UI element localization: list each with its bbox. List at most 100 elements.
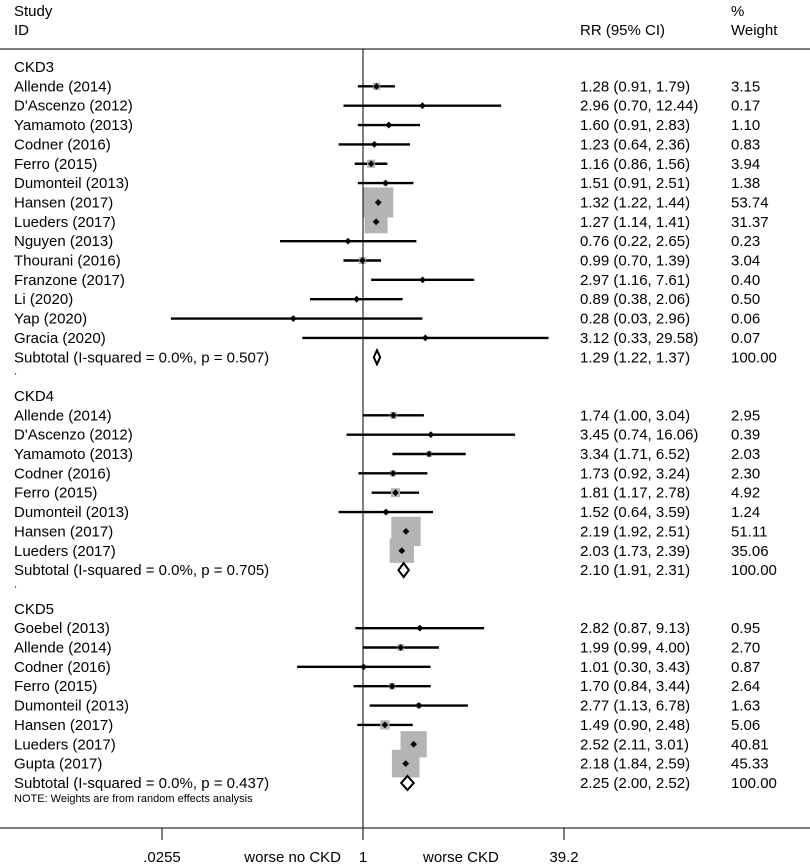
header-percent: % (731, 3, 744, 20)
point-estimate (397, 644, 405, 651)
weight-text: 5.06 (731, 717, 760, 734)
point-estimate (373, 82, 380, 90)
study-label: Goebel (2013) (14, 620, 110, 637)
study-label: Ferro (2015) (14, 485, 97, 502)
ci-text: 0.89 (0.38, 2.06) (580, 291, 690, 308)
weight-text: 3.04 (731, 253, 760, 270)
weight-text: 1.38 (731, 175, 760, 192)
ci-text: 1.23 (0.64, 2.36) (580, 136, 690, 153)
ci-text: 2.19 (1.92, 2.51) (580, 523, 690, 540)
weight-text: 0.40 (731, 272, 760, 289)
study-label: Codner (2016) (14, 465, 111, 482)
note-text: NOTE: Weights are from random effects an… (14, 793, 253, 805)
x-tick-label: .0255 (143, 849, 181, 866)
study-label: Dumonteil (2013) (14, 698, 129, 715)
study-label: Allende (2014) (14, 78, 112, 95)
point-estimate (415, 702, 423, 709)
point-estimate (382, 508, 390, 516)
point-estimate (289, 315, 297, 322)
group-heading: CKD4 (14, 388, 54, 405)
weight-text: 4.92 (731, 485, 760, 502)
header-study: Study (14, 3, 53, 20)
point-estimate (370, 141, 378, 148)
rows: CKD3 Allende (2014) 1.28 (0.91, 1.79) 3.15 D… (14, 59, 777, 792)
study-label: Hansen (2017) (14, 523, 113, 540)
weight-text: 0.50 (731, 291, 760, 308)
x-axis: .0255 1 39.2 worse no CKD worse CKD (143, 49, 579, 866)
point-estimate (388, 682, 396, 690)
weight-text: 31.37 (731, 214, 769, 231)
weight-text: 2.70 (731, 640, 760, 657)
study-label: Ferro (2015) (14, 678, 97, 695)
ci-text: 1.01 (0.30, 3.43) (580, 659, 690, 676)
right-direction-label: worse CKD (422, 849, 499, 866)
ci-text: 1.49 (0.90, 2.48) (580, 717, 690, 734)
study-label: Dumonteil (2013) (14, 504, 129, 521)
weight-text: 45.33 (731, 756, 769, 773)
weight-text: 0.07 (731, 330, 760, 347)
ci-text: 2.77 (1.13, 6.78) (580, 698, 690, 715)
ci-text: 2.97 (1.16, 7.61) (580, 272, 690, 289)
point-estimate (402, 528, 410, 535)
weight-text: 0.39 (731, 427, 760, 444)
point-estimate (421, 334, 429, 342)
point-estimate (392, 489, 399, 497)
point-estimate (344, 237, 352, 245)
weight-text: 3.94 (731, 156, 760, 173)
ci-text: 2.52 (2.11, 3.01) (580, 736, 689, 753)
point-estimate (389, 411, 397, 419)
ci-text: 1.81 (1.17, 2.78) (580, 485, 690, 502)
weight-text: 100.00 (731, 775, 777, 792)
subtotal-label: Subtotal (I-squared = 0.0%, p = 0.507) (14, 349, 269, 366)
subtotal-label: Subtotal (I-squared = 0.0%, p = 0.705) (14, 562, 269, 579)
weight-text: 100.00 (731, 562, 777, 579)
subtotal-diamond (399, 774, 416, 792)
point-estimate (360, 663, 367, 671)
weight-text: 2.95 (731, 407, 760, 424)
ci-text: 0.76 (0.22, 2.65) (580, 233, 690, 250)
study-label: D'Ascenzo (2012) (14, 98, 133, 115)
study-label: Lueders (2017) (14, 214, 116, 231)
weight-text: 1.63 (731, 698, 760, 715)
study-label: Lueders (2017) (14, 543, 116, 560)
point-estimate (382, 179, 389, 187)
ci-text: 1.27 (1.14, 1.41) (580, 214, 690, 231)
header-rr: RR (95% CI) (580, 22, 665, 39)
ci-text: 2.96 (0.70, 12.44) (580, 98, 698, 115)
study-label: Franzone (2017) (14, 272, 125, 289)
subtotal-diamond (397, 561, 411, 579)
ci-text: 1.99 (0.99, 4.00) (580, 640, 690, 657)
study-label: Yamamoto (2013) (14, 117, 133, 134)
weight-text: 0.23 (731, 233, 760, 250)
ci-text: 1.28 (0.91, 1.79) (580, 78, 690, 95)
header-weight: Weight (731, 22, 778, 39)
weight-text: 51.11 (731, 523, 767, 540)
point-estimate (374, 199, 382, 206)
point-estimate (402, 760, 410, 767)
ci-text: 1.73 (0.92, 3.24) (580, 465, 690, 482)
study-label: Gupta (2017) (14, 756, 102, 773)
ci-text: 2.25 (2.00, 2.52) (580, 775, 690, 792)
weight-text: 2.64 (731, 678, 760, 695)
point-estimate (398, 547, 406, 555)
ci-text: 3.12 (0.33, 29.58) (580, 330, 698, 347)
study-label: Codner (2016) (14, 136, 111, 153)
separator-dot: . (14, 366, 17, 378)
weight-text: 40.81 (731, 736, 769, 753)
study-label: Thourani (2016) (14, 253, 121, 270)
separator-dot: . (14, 578, 17, 590)
study-label: Gracia (2020) (14, 330, 106, 347)
point-estimate (389, 469, 397, 477)
study-label: Allende (2014) (14, 407, 112, 424)
point-estimate (416, 624, 424, 632)
weight-text: 3.15 (731, 78, 760, 95)
study-label: Hansen (2017) (14, 194, 113, 211)
ci-text: 1.51 (0.91, 2.51) (580, 175, 690, 192)
x-tick-label: 39.2 (549, 849, 578, 866)
weight-text: 2.30 (731, 465, 760, 482)
study-label: Li (2020) (14, 291, 73, 308)
ci-text: 1.74 (1.00, 3.04) (580, 407, 690, 424)
study-label: Allende (2014) (14, 640, 112, 657)
ci-text: 1.52 (0.64, 3.59) (580, 504, 690, 521)
